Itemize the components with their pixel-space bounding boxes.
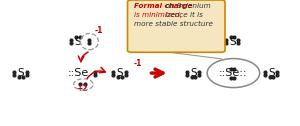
Text: more stable structure: more stable structure [134, 21, 212, 27]
Text: on Selenium: on Selenium [134, 3, 210, 9]
Text: S: S [268, 68, 275, 78]
Text: -1: -1 [134, 59, 142, 68]
Text: S: S [190, 68, 197, 78]
Text: S: S [75, 37, 81, 47]
Text: ::Se::: ::Se:: [218, 68, 247, 78]
Text: S: S [117, 68, 123, 78]
Text: Formal charge: Formal charge [134, 3, 192, 9]
Text: S: S [229, 37, 236, 47]
Text: is minimized,: is minimized, [134, 12, 182, 18]
FancyBboxPatch shape [128, 0, 225, 52]
Text: hence it is: hence it is [134, 12, 202, 18]
Text: S: S [18, 68, 24, 78]
Text: +2: +2 [76, 84, 88, 93]
Text: -1: -1 [94, 26, 103, 35]
Text: ::Se: ::Se [68, 68, 88, 78]
